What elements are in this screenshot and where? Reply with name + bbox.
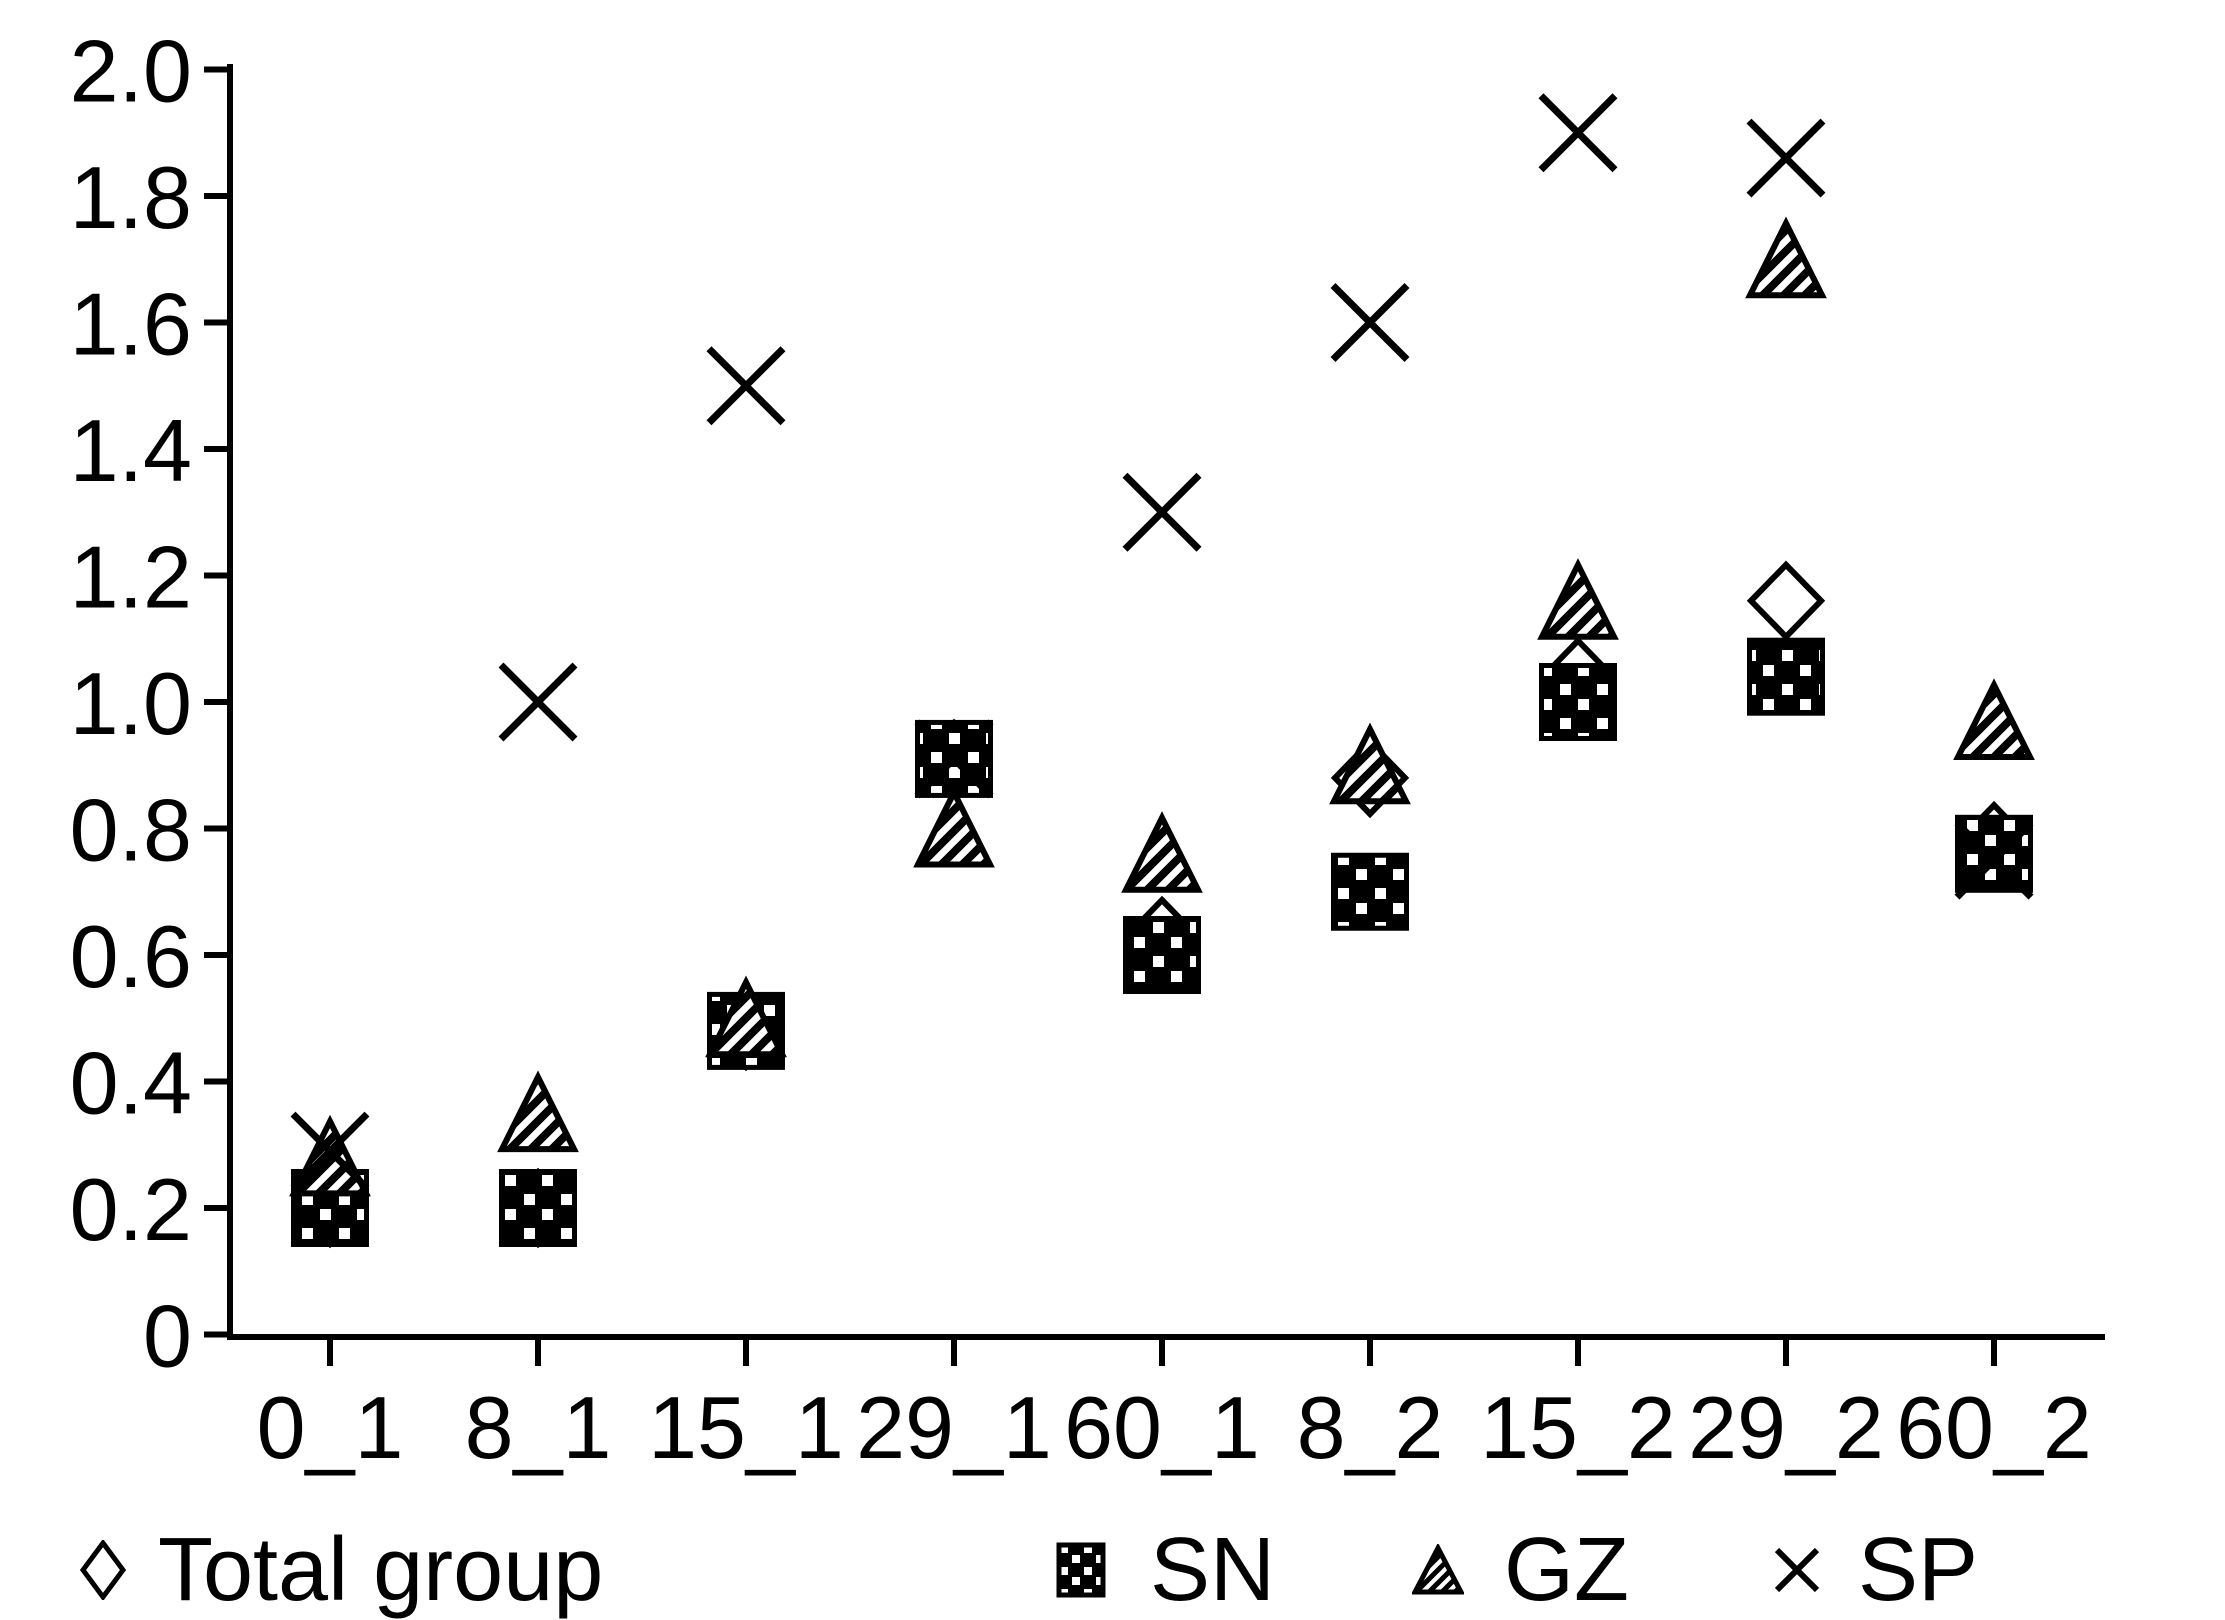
- marker-gz-8_1: [497, 1070, 579, 1153]
- marker-gz-15_2: [1537, 558, 1619, 640]
- dotted-square-icon: [1056, 1542, 1106, 1598]
- y-tick-label: 1.8: [70, 148, 192, 247]
- marker-sp-60_1: [1122, 472, 1202, 552]
- x-tick-label: 15_2: [1480, 1378, 1676, 1477]
- marker-sn-8_1: [499, 1169, 577, 1247]
- y-tick-label: 0: [143, 1287, 192, 1386]
- marker-gz-29_2: [1745, 216, 1827, 299]
- x-tick-label: 0_1: [257, 1378, 404, 1477]
- marker-sp-8_1: [498, 662, 578, 742]
- open-diamond-icon: [80, 1540, 126, 1600]
- x-tick-label: 8_1: [465, 1378, 612, 1477]
- legend-label: SP: [1858, 1520, 1979, 1620]
- legend: Total group SN: [0, 1520, 2225, 1620]
- legend-item-gz: GZ: [1412, 1520, 1629, 1620]
- x-tick-label: 60_2: [1896, 1378, 2092, 1477]
- y-tick-label: 0.4: [70, 1034, 192, 1133]
- hatched-triangle-icon: [1412, 1544, 1464, 1595]
- y-tick-label: 1.0: [70, 654, 192, 753]
- legend-label: Total group: [158, 1520, 604, 1620]
- marker-sn-60_2: [1955, 814, 2033, 893]
- x-tick-label: 60_1: [1064, 1378, 1260, 1477]
- marker-gz-0_1: [289, 1114, 371, 1197]
- y-tick-label: 1.4: [70, 401, 192, 500]
- marker-sp-15_1: [706, 346, 786, 426]
- legend-label: SN: [1150, 1520, 1276, 1620]
- y-tick-label: 0.2: [70, 1160, 192, 1259]
- marker-gz-15_1: [705, 975, 787, 1058]
- marker-sp-29_2: [1746, 118, 1826, 198]
- marker-sp-29_1: [914, 719, 994, 799]
- data-markers: [289, 93, 2035, 1249]
- marker-sp-60_2: [1954, 820, 2034, 900]
- marker-sp-15_2: [1538, 93, 1618, 173]
- marker-sn-60_1: [1123, 916, 1201, 994]
- y-tick-label: 1.6: [70, 275, 192, 374]
- marker-sn-29_2: [1747, 637, 1825, 716]
- x-tick-label: 8_2: [1297, 1378, 1444, 1477]
- marker-sp-0_1: [290, 1111, 370, 1191]
- marker-gz-60_2: [1953, 678, 2035, 760]
- axes: 0 0.2 0.4 0.6 0.8 1.0 1.2 1.4 1.6 1.8 2.0 0_1 8_1 15_…: [70, 22, 2105, 1477]
- y-tick-label: 0.6: [70, 907, 192, 1006]
- x-cross-icon: [1774, 1547, 1820, 1593]
- marker-sp-8_2: [1330, 283, 1410, 362]
- legend-item-sn: SN: [1056, 1520, 1276, 1620]
- marker-gz-29_1: [913, 785, 995, 868]
- legend-item-sp: SP: [1772, 1520, 1979, 1620]
- x-tick-label: 29_2: [1688, 1378, 1884, 1477]
- marker-sn-8_2: [1331, 852, 1409, 931]
- legend-item-total-group: Total group: [80, 1520, 604, 1620]
- y-tick-label: 0.8: [70, 781, 192, 880]
- marker-sn-15_2: [1539, 663, 1617, 741]
- x-tick-label: 29_1: [856, 1378, 1052, 1477]
- legend-label: GZ: [1504, 1520, 1629, 1620]
- x-tick-label: 15_1: [648, 1378, 844, 1477]
- y-tick-label: 1.2: [70, 528, 192, 627]
- marker-gz-8_2: [1329, 722, 1411, 805]
- y-tick-label: 2.0: [70, 22, 192, 121]
- marker-gz-60_1: [1121, 811, 1203, 893]
- marker-total-group-29_2: [1746, 560, 1826, 642]
